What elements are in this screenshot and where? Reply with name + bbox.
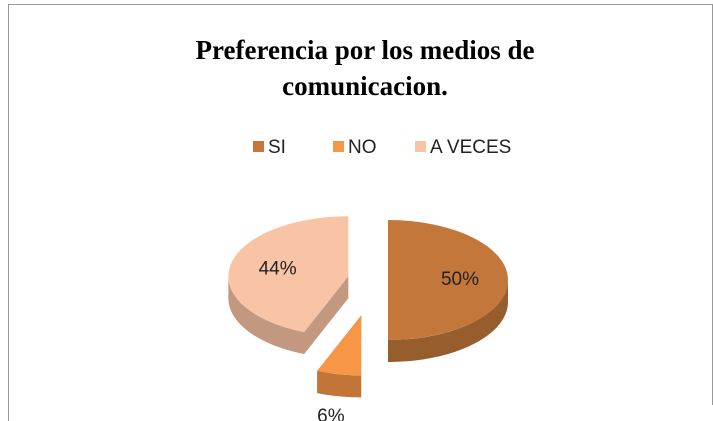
legend-label: NO bbox=[348, 137, 377, 158]
data-label: 6% bbox=[317, 406, 345, 421]
data-label: 44% bbox=[259, 259, 297, 280]
pie-side bbox=[228, 216, 349, 355]
legend-label: SI bbox=[268, 137, 286, 158]
legend-label: A VECES bbox=[430, 137, 511, 158]
pie-slice bbox=[388, 220, 508, 340]
pie-slice bbox=[317, 315, 362, 376]
pie-side bbox=[388, 220, 508, 362]
pie-slice bbox=[228, 216, 349, 333]
legend-swatch bbox=[333, 141, 344, 152]
legend-swatch bbox=[253, 141, 264, 152]
chart-title: Preferencia por los medios de comunicaci… bbox=[195, 35, 535, 101]
data-label: 50% bbox=[441, 269, 479, 290]
legend-swatch bbox=[415, 141, 426, 152]
